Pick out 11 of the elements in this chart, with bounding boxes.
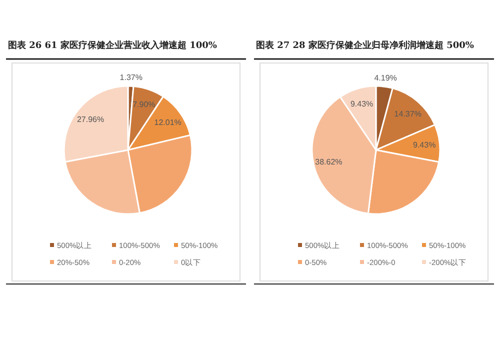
data-label: 27.96% [76, 114, 104, 124]
data-label: 7.90% [132, 100, 156, 110]
data-label: 9.43% [350, 99, 374, 108]
data-label: 12.01% [154, 118, 182, 128]
data-label: 1.37% [120, 73, 142, 82]
data-label: 38.62% [315, 157, 342, 166]
data-label: 14.37% [394, 109, 422, 118]
data-label: 9.43% [413, 140, 436, 150]
chart-title: 图表 26 61 家医疗保健企业营业收入增速超 100% [8, 40, 218, 51]
data-label: 4.19% [374, 74, 397, 83]
chart-title: 图表 27 28 家医疗保健企业归母净利润增速超 500% [256, 40, 474, 51]
